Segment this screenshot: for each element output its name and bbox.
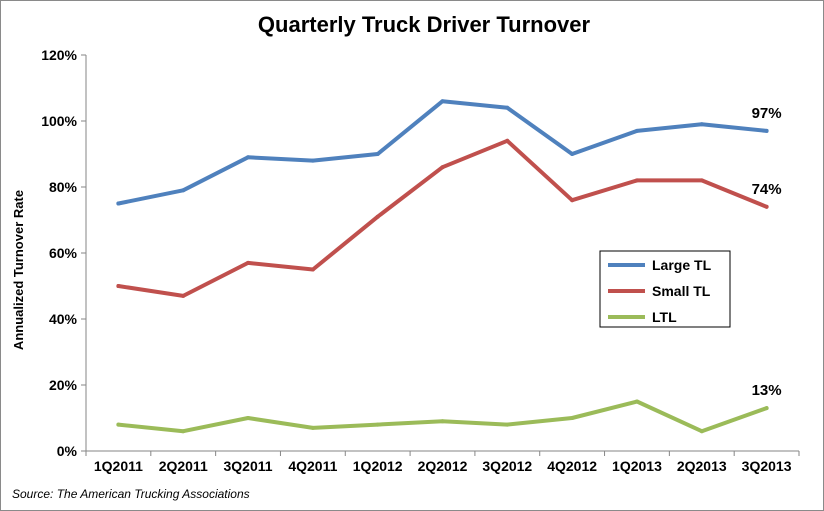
data-point bbox=[310, 425, 315, 430]
data-point bbox=[699, 429, 704, 434]
data-point bbox=[375, 422, 380, 427]
legend-label: Small TL bbox=[652, 283, 711, 299]
y-tick-label: 0% bbox=[57, 443, 78, 459]
data-point bbox=[310, 158, 315, 163]
legend: Large TL Small TL LTL bbox=[599, 250, 731, 328]
data-point bbox=[764, 406, 769, 411]
x-tick-label: 1Q2012 bbox=[353, 458, 403, 474]
legend-label: LTL bbox=[652, 309, 677, 325]
data-point bbox=[505, 138, 510, 143]
series-line-ltl bbox=[116, 399, 769, 434]
data-point bbox=[440, 99, 445, 104]
end-value-label: 97% bbox=[752, 105, 782, 122]
data-point bbox=[440, 165, 445, 170]
data-point bbox=[570, 416, 575, 420]
x-tick-label: 2Q2013 bbox=[677, 458, 727, 474]
y-tick-label: 20% bbox=[49, 377, 78, 393]
data-point bbox=[375, 214, 380, 219]
y-tick-label: 60% bbox=[49, 245, 78, 261]
data-point bbox=[634, 399, 639, 404]
x-axis-ticks: 1Q2011 2Q2011 3Q2011 4Q2011 1Q2012 2Q2012 3Q20… bbox=[85, 451, 800, 474]
data-point bbox=[181, 429, 186, 434]
data-point bbox=[505, 422, 510, 427]
x-tick-label: 3Q2012 bbox=[482, 458, 532, 474]
y-axis-label: Annualized Turnover Rate bbox=[11, 190, 26, 350]
y-tick-label: 100% bbox=[41, 113, 77, 129]
x-tick-label: 2Q2011 bbox=[159, 458, 208, 474]
data-point bbox=[440, 419, 445, 424]
data-point bbox=[246, 416, 251, 420]
data-point bbox=[764, 204, 769, 209]
data-point bbox=[375, 152, 380, 156]
data-point bbox=[246, 155, 251, 160]
legend-label: Large TL bbox=[652, 257, 712, 273]
x-tick-label: 1Q2013 bbox=[612, 458, 662, 474]
y-tick-label: 40% bbox=[49, 311, 78, 327]
end-value-label: 13% bbox=[752, 382, 782, 399]
series-line-large-tl bbox=[116, 99, 769, 206]
data-point bbox=[246, 260, 251, 265]
y-tick-label: 120% bbox=[41, 47, 77, 63]
x-tick-label: 4Q2011 bbox=[288, 458, 337, 474]
chart-title: Quarterly Truck Driver Turnover bbox=[258, 12, 591, 37]
data-point bbox=[699, 178, 704, 183]
y-axis-ticks: 0% 20% 40% 60% 80% 100% 120% bbox=[41, 47, 86, 459]
series-lines bbox=[116, 99, 769, 434]
x-tick-label: 3Q2013 bbox=[742, 458, 792, 474]
data-point bbox=[570, 152, 575, 156]
x-tick-label: 3Q2011 bbox=[224, 458, 273, 474]
data-point bbox=[116, 201, 121, 206]
data-point bbox=[181, 293, 186, 298]
data-point bbox=[505, 105, 510, 110]
y-tick-label: 80% bbox=[49, 179, 78, 195]
end-value-label: 74% bbox=[752, 181, 782, 198]
data-point bbox=[634, 178, 639, 183]
x-tick-label: 4Q2012 bbox=[547, 458, 597, 474]
data-point bbox=[310, 267, 315, 272]
data-point bbox=[116, 422, 121, 427]
end-labels: 97% 74% 13% bbox=[752, 105, 782, 399]
x-tick-label: 2Q2012 bbox=[418, 458, 468, 474]
axes bbox=[85, 55, 799, 452]
data-point bbox=[570, 198, 575, 203]
data-point bbox=[634, 128, 639, 133]
data-point bbox=[764, 128, 769, 133]
x-tick-label: 1Q2011 bbox=[94, 458, 143, 474]
source-note: Source: The American Trucking Associatio… bbox=[12, 487, 250, 501]
data-point bbox=[699, 122, 704, 127]
data-point bbox=[116, 284, 121, 288]
data-point bbox=[181, 188, 186, 193]
